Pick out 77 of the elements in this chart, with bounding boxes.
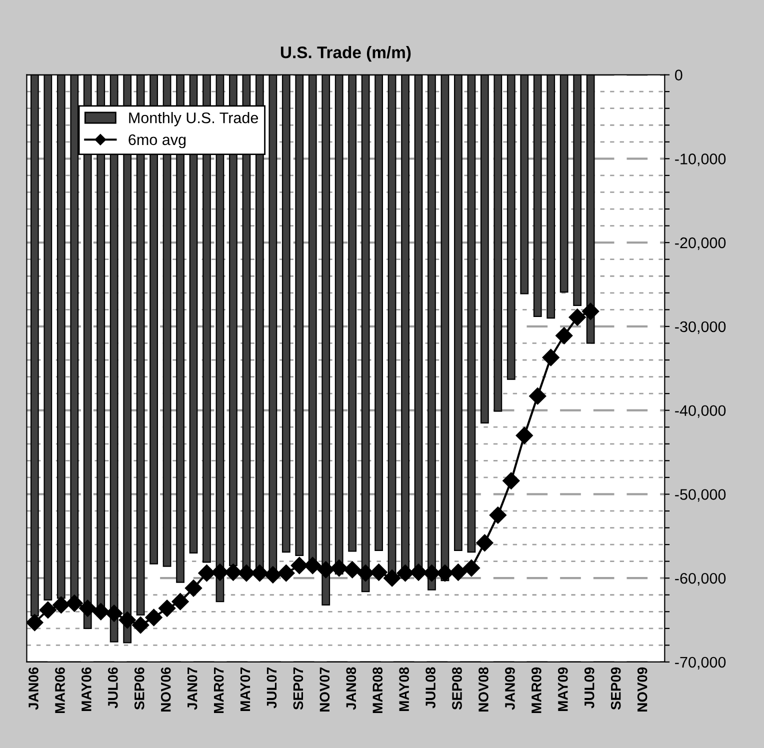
point bbox=[264, 566, 282, 584]
point bbox=[317, 561, 334, 578]
point bbox=[516, 426, 533, 444]
y-tick-label: -70,000 bbox=[675, 656, 726, 670]
point bbox=[92, 603, 110, 620]
point bbox=[184, 580, 202, 597]
x-tick-label: MAR07 bbox=[214, 667, 224, 713]
x-tick-label: JAN06 bbox=[28, 667, 38, 710]
y-tick-label: -50,000 bbox=[675, 489, 726, 502]
chart-title: U.S. Trade (m/m) bbox=[280, 46, 411, 62]
x-tick-label: MAY07 bbox=[240, 667, 250, 711]
x-tick-label: SEP07 bbox=[293, 667, 304, 710]
point bbox=[224, 564, 242, 581]
x-tick-label: JUL06 bbox=[108, 667, 118, 708]
point bbox=[106, 604, 123, 622]
point bbox=[251, 564, 268, 582]
y-tick-label: -60,000 bbox=[675, 572, 726, 586]
x-tick-label: SEP06 bbox=[134, 667, 144, 710]
point bbox=[476, 534, 494, 552]
x-tick-label: MAY06 bbox=[82, 667, 92, 711]
point bbox=[357, 564, 374, 582]
point bbox=[502, 472, 520, 490]
point bbox=[26, 614, 44, 632]
point bbox=[450, 564, 467, 581]
point bbox=[66, 594, 83, 612]
x-tick-label: JUL08 bbox=[426, 667, 436, 708]
point bbox=[238, 564, 255, 582]
x-tick-label: MAR08 bbox=[372, 667, 383, 713]
x-tick-label: JAN08 bbox=[346, 667, 356, 710]
point bbox=[462, 559, 480, 577]
point bbox=[52, 596, 70, 614]
y-tick-label: 0 bbox=[675, 70, 682, 80]
point bbox=[370, 564, 388, 581]
x-tick-label: NOV08 bbox=[478, 667, 488, 712]
point bbox=[118, 611, 136, 629]
point bbox=[489, 506, 506, 524]
point bbox=[198, 564, 216, 582]
x-tick-label: JAN09 bbox=[505, 667, 515, 710]
point bbox=[39, 601, 56, 619]
x-tick-label: MAR09 bbox=[532, 667, 542, 713]
x-tick-label: JUL09 bbox=[584, 667, 594, 708]
point bbox=[396, 564, 414, 582]
point bbox=[582, 302, 600, 320]
x-tick-label: MAY08 bbox=[399, 667, 409, 711]
point bbox=[344, 561, 361, 578]
x-tick-label: SEP08 bbox=[452, 667, 462, 710]
x-tick-label: MAR06 bbox=[55, 667, 65, 713]
point bbox=[290, 556, 308, 574]
point bbox=[132, 616, 150, 634]
x-tick-label: NOV09 bbox=[637, 667, 648, 712]
legend-label: Monthly U.S. Trade bbox=[129, 112, 258, 126]
point bbox=[330, 559, 348, 577]
x-tick-label: NOV06 bbox=[160, 667, 171, 712]
y-tick-label: -40,000 bbox=[675, 405, 726, 418]
x-tick-label: MAY09 bbox=[558, 667, 568, 711]
y-tick-label: -30,000 bbox=[675, 321, 726, 334]
point bbox=[556, 327, 573, 344]
point bbox=[172, 593, 189, 610]
point bbox=[79, 600, 96, 617]
point bbox=[383, 570, 401, 587]
point bbox=[145, 608, 162, 626]
legend-label: 6mo avg bbox=[128, 134, 186, 148]
x-tick-label: JUL07 bbox=[266, 667, 277, 708]
point bbox=[278, 564, 295, 582]
point bbox=[529, 388, 546, 405]
point bbox=[158, 600, 176, 617]
point bbox=[436, 564, 454, 582]
point bbox=[304, 556, 322, 574]
point bbox=[423, 564, 440, 582]
point bbox=[410, 564, 428, 581]
point bbox=[542, 348, 560, 366]
y-tick-label: -20,000 bbox=[675, 237, 726, 250]
x-tick-label: SEP09 bbox=[610, 667, 621, 710]
x-tick-label: NOV07 bbox=[320, 667, 330, 712]
y-tick-label: -10,000 bbox=[675, 154, 726, 166]
x-tick-label: JAN07 bbox=[187, 667, 198, 710]
point bbox=[568, 308, 586, 326]
